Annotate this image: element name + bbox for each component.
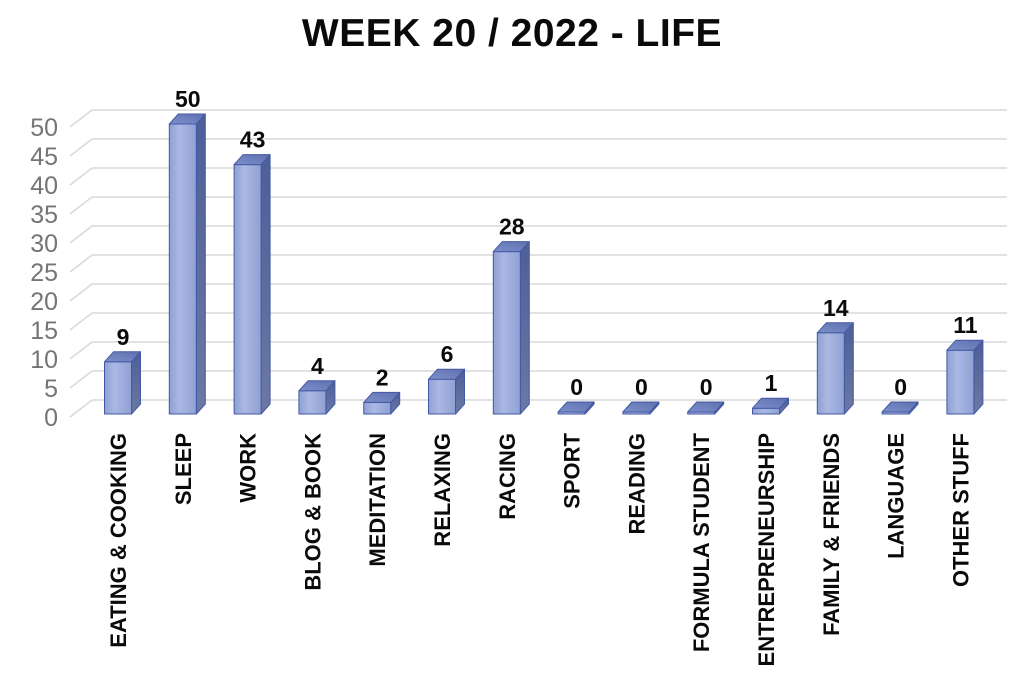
gridline bbox=[69, 109, 1007, 128]
bar-group: 43 WORK bbox=[233, 127, 271, 503]
bar-top-face bbox=[298, 380, 336, 392]
bar-group: 0 LANGUAGE bbox=[881, 374, 919, 559]
bar-side-face bbox=[131, 351, 141, 415]
bar-group: 50 SLEEP bbox=[168, 86, 206, 505]
category-label: ENTREPRENEURSHIP bbox=[754, 433, 779, 666]
bar-side-face bbox=[519, 241, 530, 415]
gridline bbox=[69, 196, 1007, 215]
gridline bbox=[69, 312, 1007, 331]
category-label: WORK bbox=[236, 433, 261, 503]
y-axis-tick-label: 25 bbox=[30, 259, 58, 287]
bar-value-label: 28 bbox=[499, 214, 525, 240]
bar-top-face bbox=[557, 401, 595, 413]
bar-top-face bbox=[168, 113, 206, 125]
bar-top-face bbox=[946, 339, 984, 351]
bar-side-face bbox=[973, 339, 984, 415]
category-label: EATING & COOKING bbox=[106, 433, 131, 648]
y-axis-tick-label: 0 bbox=[44, 404, 58, 432]
gridline bbox=[69, 225, 1007, 244]
y-axis-tick-label: 5 bbox=[44, 375, 58, 403]
y-axis-tick-label: 40 bbox=[30, 172, 58, 200]
bar-group: 4 BLOG & BOOK bbox=[298, 353, 336, 591]
bar-top-face bbox=[687, 401, 725, 413]
y-axis-tick-label: 50 bbox=[30, 114, 58, 142]
bar-value-label: 0 bbox=[894, 374, 907, 400]
bar-group: 1 ENTREPRENEURSHIP bbox=[752, 370, 789, 666]
category-label: FAMILY & FRIENDS bbox=[819, 433, 844, 636]
category-label: BLOG & BOOK bbox=[300, 433, 325, 591]
gridline bbox=[69, 254, 1007, 273]
bar-value-label: 43 bbox=[240, 127, 266, 153]
bar-top-face bbox=[881, 401, 919, 413]
bar-side-face bbox=[843, 322, 854, 415]
bar-group: 28 RACING bbox=[492, 214, 530, 520]
y-axis-tick-label: 15 bbox=[30, 317, 58, 345]
bar-top-face bbox=[363, 391, 401, 403]
gridline bbox=[69, 341, 1007, 360]
bar-top-face bbox=[233, 154, 271, 166]
bar-group: 0 READING bbox=[622, 374, 660, 534]
bar-value-label: 11 bbox=[953, 312, 978, 338]
bar-top-face bbox=[428, 368, 465, 380]
bar-group: 6 RELAXING bbox=[428, 341, 465, 547]
y-axis-tick-label: 45 bbox=[30, 143, 58, 171]
gridline bbox=[69, 138, 1007, 157]
bar-top-face bbox=[104, 351, 141, 363]
bar-front-face bbox=[428, 378, 456, 415]
bar-value-label: 4 bbox=[311, 353, 324, 379]
y-axis-tick-label: 35 bbox=[30, 201, 58, 229]
bar-group: 0 SPORT bbox=[557, 374, 595, 509]
category-label: OTHER STUFF bbox=[948, 433, 973, 587]
category-label: RACING bbox=[495, 433, 520, 520]
bar-group: 9 EATING & COOKING bbox=[104, 324, 141, 648]
bar-side-face bbox=[195, 113, 206, 415]
bar-value-label: 9 bbox=[117, 324, 130, 350]
bar-top-face bbox=[492, 241, 530, 253]
bar-front-face bbox=[233, 164, 262, 415]
bar-value-label: 2 bbox=[376, 364, 389, 390]
bar-group: 14 FAMILY & FRIENDS bbox=[816, 295, 854, 636]
bar-front-face bbox=[816, 332, 845, 415]
bar-front-face bbox=[104, 361, 132, 415]
category-label: FORMULA STUDENT bbox=[689, 432, 714, 652]
bar-group: 0 FORMULA STUDENT bbox=[687, 374, 725, 652]
bar-front-face bbox=[363, 401, 392, 415]
bar-value-label: 0 bbox=[700, 374, 713, 400]
gridline bbox=[69, 283, 1007, 302]
bar-front-face bbox=[752, 407, 780, 415]
category-label: LANGUAGE bbox=[884, 433, 909, 559]
gridline bbox=[69, 399, 1007, 418]
category-label: SLEEP bbox=[171, 433, 196, 505]
gridline bbox=[69, 370, 1007, 389]
bar-value-label: 0 bbox=[570, 374, 583, 400]
bar-front-face bbox=[492, 251, 521, 415]
bar-value-label: 0 bbox=[635, 374, 648, 400]
gridline bbox=[69, 167, 1007, 186]
y-axis-tick-label: 20 bbox=[30, 288, 58, 316]
bar-front-face bbox=[946, 349, 975, 415]
bar-side-face bbox=[260, 154, 271, 415]
category-label: RELAXING bbox=[430, 433, 455, 547]
bar-group: 2 MEDITATION bbox=[363, 364, 401, 567]
bar-front-face bbox=[168, 123, 197, 415]
bar-value-label: 50 bbox=[175, 86, 201, 112]
category-label: SPORT bbox=[560, 432, 585, 508]
y-axis-tick-label: 10 bbox=[30, 346, 58, 374]
bar-value-label: 6 bbox=[441, 341, 454, 367]
bar-group: 11 OTHER STUFF bbox=[946, 312, 984, 587]
bar-top-face bbox=[752, 397, 789, 409]
category-label: MEDITATION bbox=[365, 433, 390, 567]
bar-value-label: 14 bbox=[823, 295, 849, 321]
bar-value-label: 1 bbox=[765, 370, 778, 396]
y-axis-tick-label: 30 bbox=[30, 230, 58, 258]
chart-title: WEEK 20 / 2022 - LIFE bbox=[301, 12, 723, 55]
bar-top-face bbox=[816, 322, 854, 334]
bar-front-face bbox=[298, 390, 327, 415]
category-label: READING bbox=[624, 433, 649, 534]
bar-top-face bbox=[622, 401, 660, 413]
